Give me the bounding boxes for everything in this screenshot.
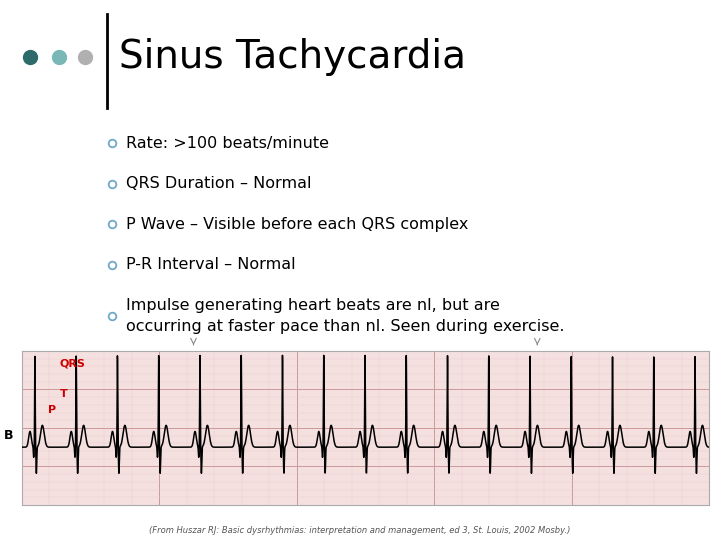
Text: QRS: QRS bbox=[60, 359, 85, 369]
Text: P-R Interval – Normal: P-R Interval – Normal bbox=[126, 257, 296, 272]
Text: Sinus Tachycardia: Sinus Tachycardia bbox=[119, 38, 466, 76]
Text: (From Huszar RJ: Basic dysrhythmias: interpretation and management, ed 3, St. Lo: (From Huszar RJ: Basic dysrhythmias: int… bbox=[149, 525, 571, 535]
Text: Impulse generating heart beats are nl, but are
occurring at faster pace than nl.: Impulse generating heart beats are nl, b… bbox=[126, 298, 564, 334]
Text: P Wave – Visible before each QRS complex: P Wave – Visible before each QRS complex bbox=[126, 217, 469, 232]
Text: B: B bbox=[4, 429, 14, 442]
Text: QRS Duration – Normal: QRS Duration – Normal bbox=[126, 176, 312, 191]
Text: Rate: >100 beats/minute: Rate: >100 beats/minute bbox=[126, 136, 329, 151]
Text: T: T bbox=[60, 389, 67, 400]
Text: P: P bbox=[48, 405, 56, 415]
